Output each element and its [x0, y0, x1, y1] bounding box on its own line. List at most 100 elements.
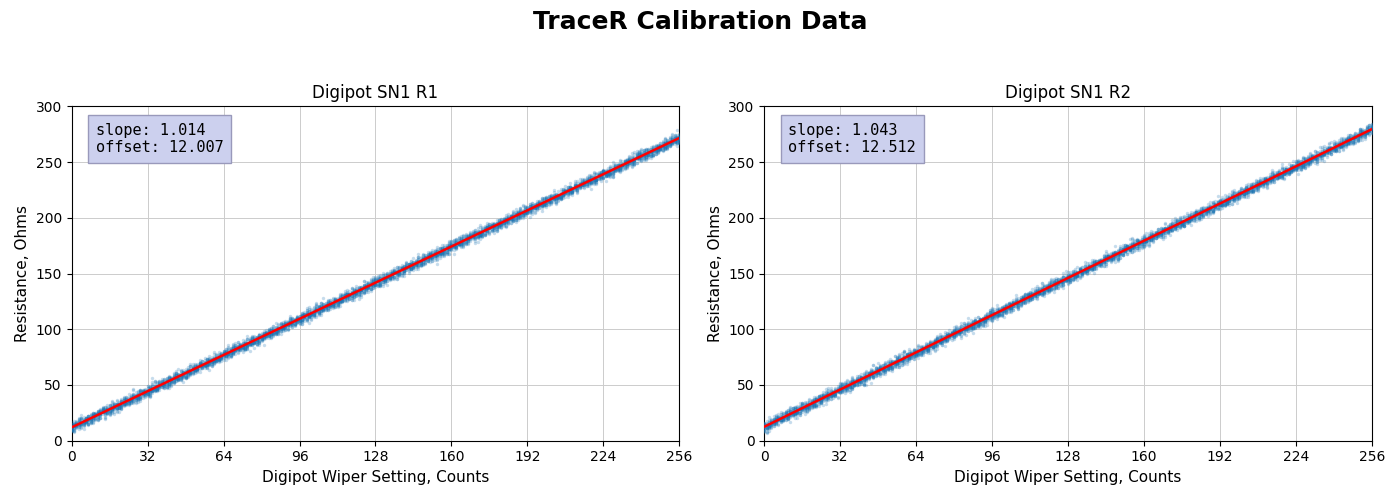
Point — [84, 414, 106, 422]
Point — [1149, 233, 1172, 241]
Point — [559, 190, 581, 198]
Point — [1044, 280, 1067, 288]
Point — [1354, 130, 1376, 138]
Point — [66, 421, 88, 429]
Point — [1135, 236, 1158, 244]
Point — [1201, 207, 1224, 215]
Point — [172, 368, 195, 376]
Point — [1275, 169, 1298, 177]
Point — [281, 314, 304, 322]
Point — [1170, 220, 1193, 228]
Point — [1177, 214, 1200, 222]
Point — [1330, 142, 1352, 150]
Point — [1282, 164, 1305, 172]
Point — [658, 140, 680, 147]
Point — [795, 402, 818, 410]
Point — [405, 257, 427, 265]
Point — [402, 254, 424, 262]
Point — [111, 402, 133, 410]
Point — [1221, 195, 1243, 203]
Point — [312, 305, 335, 313]
Point — [251, 336, 273, 344]
Point — [1278, 167, 1301, 175]
Point — [1354, 126, 1376, 134]
Point — [568, 180, 591, 188]
Point — [224, 341, 246, 349]
Point — [1348, 134, 1371, 142]
Point — [666, 138, 689, 146]
Point — [141, 386, 164, 394]
Point — [843, 382, 865, 390]
Point — [1337, 134, 1359, 141]
Point — [1007, 299, 1029, 307]
Point — [928, 334, 951, 342]
Point — [183, 360, 206, 368]
Point — [494, 216, 517, 224]
Point — [540, 192, 563, 200]
Point — [1135, 238, 1158, 246]
Point — [305, 308, 328, 316]
Point — [805, 401, 827, 409]
Point — [175, 372, 197, 380]
Point — [1000, 304, 1022, 312]
Point — [825, 391, 847, 399]
Point — [104, 405, 126, 413]
Point — [357, 280, 379, 288]
Point — [329, 295, 351, 303]
Point — [1036, 283, 1058, 291]
Point — [962, 322, 984, 330]
Point — [972, 314, 994, 322]
Point — [640, 150, 662, 158]
Point — [158, 375, 181, 383]
Point — [1137, 236, 1159, 244]
Point — [1075, 266, 1098, 274]
Point — [1159, 225, 1182, 233]
Point — [640, 148, 662, 156]
Point — [293, 308, 315, 316]
Point — [258, 332, 280, 340]
Point — [589, 174, 612, 182]
Point — [81, 411, 104, 419]
Point — [1280, 162, 1302, 170]
Point — [778, 412, 801, 420]
Point — [371, 275, 393, 283]
Point — [564, 180, 587, 188]
Point — [363, 279, 385, 287]
Point — [637, 148, 659, 156]
Point — [1081, 258, 1103, 266]
Point — [839, 378, 861, 386]
Point — [350, 283, 372, 291]
Point — [503, 212, 525, 220]
Point — [795, 406, 818, 414]
Point — [580, 173, 602, 181]
Point — [105, 400, 127, 408]
Point — [1173, 217, 1196, 225]
Point — [1005, 300, 1028, 308]
Point — [237, 335, 259, 343]
Point — [647, 146, 669, 154]
Point — [1130, 236, 1152, 244]
Point — [633, 148, 655, 156]
Point — [1317, 149, 1340, 157]
Point — [244, 332, 266, 340]
Point — [101, 404, 123, 412]
Point — [988, 310, 1011, 318]
Point — [627, 150, 650, 158]
Point — [1224, 190, 1246, 198]
Point — [818, 391, 840, 399]
Point — [888, 351, 910, 359]
Point — [1106, 252, 1128, 260]
Point — [1208, 197, 1231, 205]
Point — [1296, 156, 1319, 164]
Point — [1028, 286, 1050, 294]
Point — [244, 336, 266, 344]
Point — [155, 375, 178, 383]
Point — [87, 415, 109, 423]
Point — [1092, 254, 1114, 262]
Point — [1161, 220, 1183, 228]
Point — [1324, 146, 1347, 154]
Point — [1358, 126, 1380, 134]
Point — [808, 398, 830, 406]
Point — [391, 265, 413, 273]
Point — [1231, 194, 1253, 202]
